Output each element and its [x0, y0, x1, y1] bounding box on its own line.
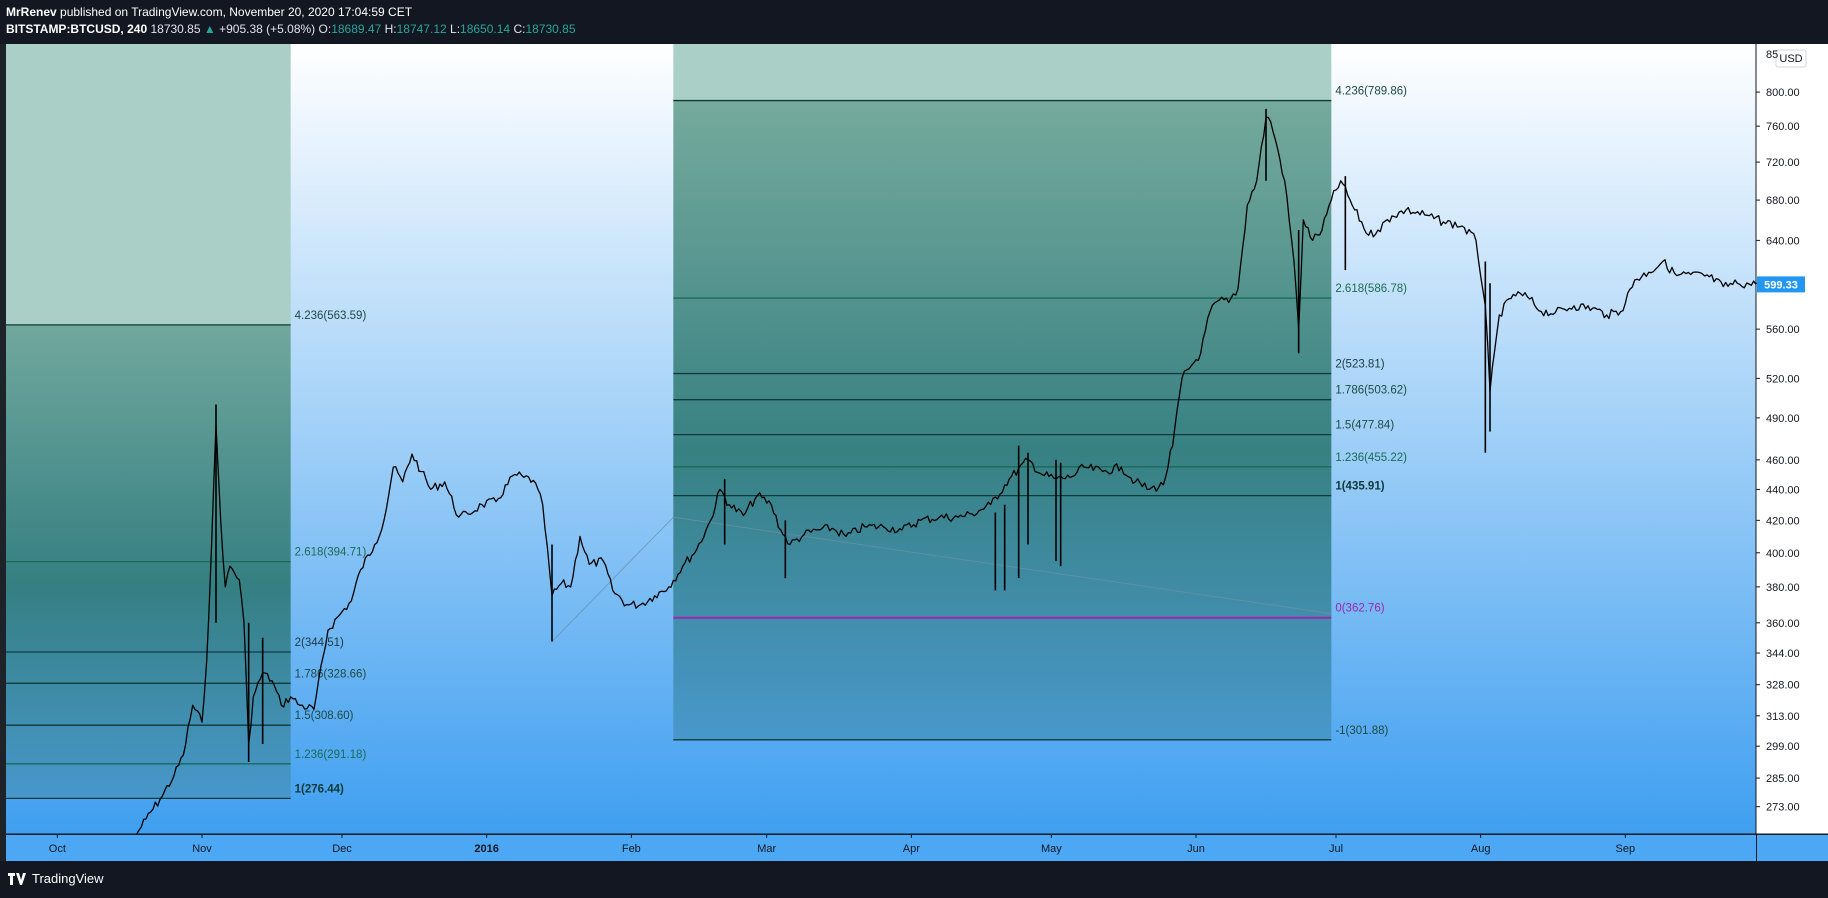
author-name[interactable]: MrRenev	[6, 5, 57, 19]
y-tick-label-18: 720.00	[1766, 157, 1800, 169]
y-tick-label-2: 299.00	[1766, 741, 1800, 753]
fib-level-label-0-5: 1.236(291.18)	[295, 749, 367, 761]
x-tick-label-3: 2016	[474, 843, 498, 855]
y-tick-label-12: 490.00	[1766, 413, 1800, 425]
fib-level-label-0-2: 2(344.51)	[295, 637, 344, 649]
fib-level-label-0-4: 1.5(308.60)	[295, 710, 354, 722]
fib-extension-band-1	[673, 44, 1332, 101]
close-value: 18730.85	[525, 22, 576, 36]
fib-extension-band-0	[6, 44, 291, 325]
currency-badge-text: USD	[1779, 53, 1802, 65]
fib-level-label-1-5: 1.236(455.22)	[1335, 452, 1407, 464]
y-tick-label-10: 440.00	[1766, 484, 1800, 496]
y-tick-label-19: 760.00	[1766, 121, 1800, 133]
publish-info: MrRenev published on TradingView.com, No…	[6, 5, 412, 19]
x-tick-label-1: Nov	[192, 843, 212, 855]
trend-line-0[interactable]	[551, 516, 674, 642]
fib-extensions[interactable]: 4.236(563.59) 2.618(394.71) 2(344.51) 1.786…	[6, 44, 1407, 799]
price-axis[interactable]: 273.00 285.00 299.00 313.00 328.00 344.00 360.…	[1756, 87, 1800, 814]
fib-level-label-0-6: 1(276.44)	[295, 783, 344, 795]
fib-level-label-1-6: 1(435.91)	[1335, 481, 1384, 493]
change-value: +905.38 (+5.08%)	[219, 22, 316, 36]
y-tick-label-3: 313.00	[1766, 711, 1800, 723]
y-tick-label-6: 360.00	[1766, 618, 1800, 630]
close-label: C:	[513, 22, 526, 36]
y-tick-label-8: 400.00	[1766, 548, 1800, 560]
axis-corner	[1757, 835, 1828, 861]
x-tick-label-9: Jul	[1329, 843, 1343, 855]
low-value: 18650.14	[460, 22, 511, 36]
y-tick-label-16: 640.00	[1766, 235, 1800, 247]
chart-header: MrRenev published on TradingView.com, No…	[0, 0, 1828, 44]
y-tick-label-11: 460.00	[1766, 455, 1800, 467]
time-axis-background	[6, 835, 1756, 861]
price-chart[interactable]: 4.236(563.59) 2.618(394.71) 2(344.51) 1.786…	[0, 44, 1828, 861]
tradingview-logo-icon	[8, 872, 26, 885]
publish-text: published on TradingView.com, November 2…	[60, 5, 413, 19]
y-tick-label-0: 273.00	[1766, 802, 1800, 814]
y-tick-label-7: 380.00	[1766, 582, 1800, 594]
x-tick-label-4: Feb	[622, 843, 641, 855]
high-value: 18747.12	[396, 22, 447, 36]
footer-bar: TradingView	[0, 861, 1828, 898]
x-tick-label-10: Aug	[1471, 843, 1491, 855]
symbol-bar: BITSTAMP:BTCUSD, 240 18730.85 ▲ +905.38 …	[6, 22, 576, 36]
fib-level-label-1-1: 2.618(586.78)	[1335, 283, 1407, 295]
last-price: 18730.85	[150, 22, 201, 36]
symbol-name[interactable]: BITSTAMP:BTCUSD, 240	[6, 22, 148, 36]
fib-level-label-1-7: 0(362.76)	[1335, 603, 1384, 615]
y-tick-label-5: 344.00	[1766, 648, 1800, 660]
price-line	[136, 116, 1757, 835]
fib-level-label-1-4: 1.5(477.84)	[1335, 420, 1394, 432]
fib-level-label-1-3: 1.786(503.62)	[1335, 385, 1407, 397]
last-price-label: 599.33	[1757, 276, 1805, 293]
open-label: O:	[318, 22, 332, 36]
x-tick-label-7: May	[1041, 843, 1062, 855]
y-tick-label-1: 285.00	[1766, 773, 1800, 785]
y-tick-label-20: 800.00	[1766, 87, 1800, 99]
last-price-badge-text: 599.33	[1764, 279, 1798, 291]
y-tick-label-14: 560.00	[1766, 324, 1800, 336]
x-tick-label-0: Oct	[49, 843, 66, 855]
fib-level-label-0-0: 4.236(563.59)	[295, 310, 367, 322]
time-axis[interactable]: Oct Nov Dec 2016 Feb Mar Apr May Jun Jul Aug Sep	[49, 834, 1635, 855]
x-tick-label-6: Apr	[903, 843, 920, 855]
tradingview-brand: TradingView	[32, 871, 104, 886]
change-arrow: ▲	[203, 22, 216, 36]
fib-level-label-1-2: 2(523.81)	[1335, 359, 1384, 371]
tradingview-logo[interactable]: TradingView	[8, 871, 104, 886]
fib-level-label-1-8: -1(301.88)	[1335, 725, 1388, 737]
x-tick-label-11: Sep	[1616, 843, 1636, 855]
low-label: L:	[450, 22, 461, 36]
y-tick-label-9: 420.00	[1766, 515, 1800, 527]
y-tick-label-13: 520.00	[1766, 373, 1800, 385]
fib-level-label-1-0: 4.236(789.86)	[1335, 86, 1407, 98]
x-tick-label-5: Mar	[757, 843, 776, 855]
fib-zone-1	[673, 100, 1332, 740]
x-tick-label-8: Jun	[1187, 843, 1205, 855]
fib-level-label-0-3: 1.786(328.66)	[295, 668, 367, 680]
last-price-badge	[1757, 276, 1805, 293]
currency-badge[interactable]: USD	[1775, 49, 1807, 68]
price-axis-background	[1756, 44, 1828, 834]
price-wicks	[215, 108, 1491, 762]
y-tick-label-17: 680.00	[1766, 195, 1800, 207]
y-tick-label-4: 328.00	[1766, 680, 1800, 692]
fib-level-label-0-1: 2.618(394.71)	[295, 547, 367, 559]
open-value: 18689.47	[331, 22, 382, 36]
x-tick-label-2: Dec	[332, 843, 352, 855]
high-label: H:	[384, 22, 397, 36]
top-partial-tick: 85	[1766, 49, 1778, 61]
